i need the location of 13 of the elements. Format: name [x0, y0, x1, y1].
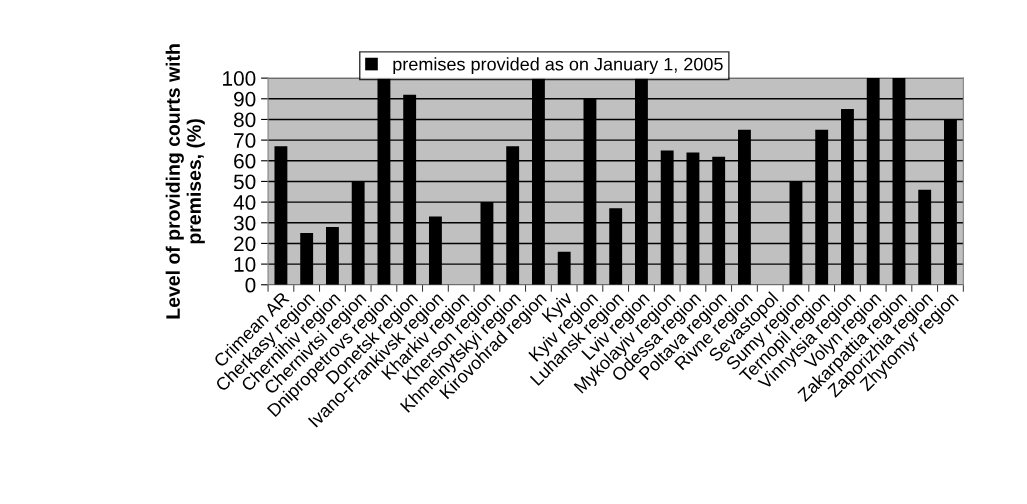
legend-label: premises provided as on January 1, 2005: [393, 57, 723, 75]
y-tick-label: 60: [234, 153, 256, 169]
y-tick-label: 80: [233, 112, 256, 128]
y-tick-label: 30: [233, 215, 256, 231]
y-tick-label: 0: [245, 277, 256, 293]
y-tick-label: 70: [234, 133, 256, 148]
y-tick-label: 40: [233, 195, 256, 210]
y-tick-label: 100: [223, 71, 256, 86]
y-tick-label: 90: [234, 91, 256, 107]
y-tick-label: 50: [233, 174, 256, 190]
y-tick-label: 20: [234, 236, 256, 252]
y-axis-title: Level of providing courts with premises, (%): [165, 44, 205, 319]
y-tick-label: 10: [234, 257, 256, 272]
